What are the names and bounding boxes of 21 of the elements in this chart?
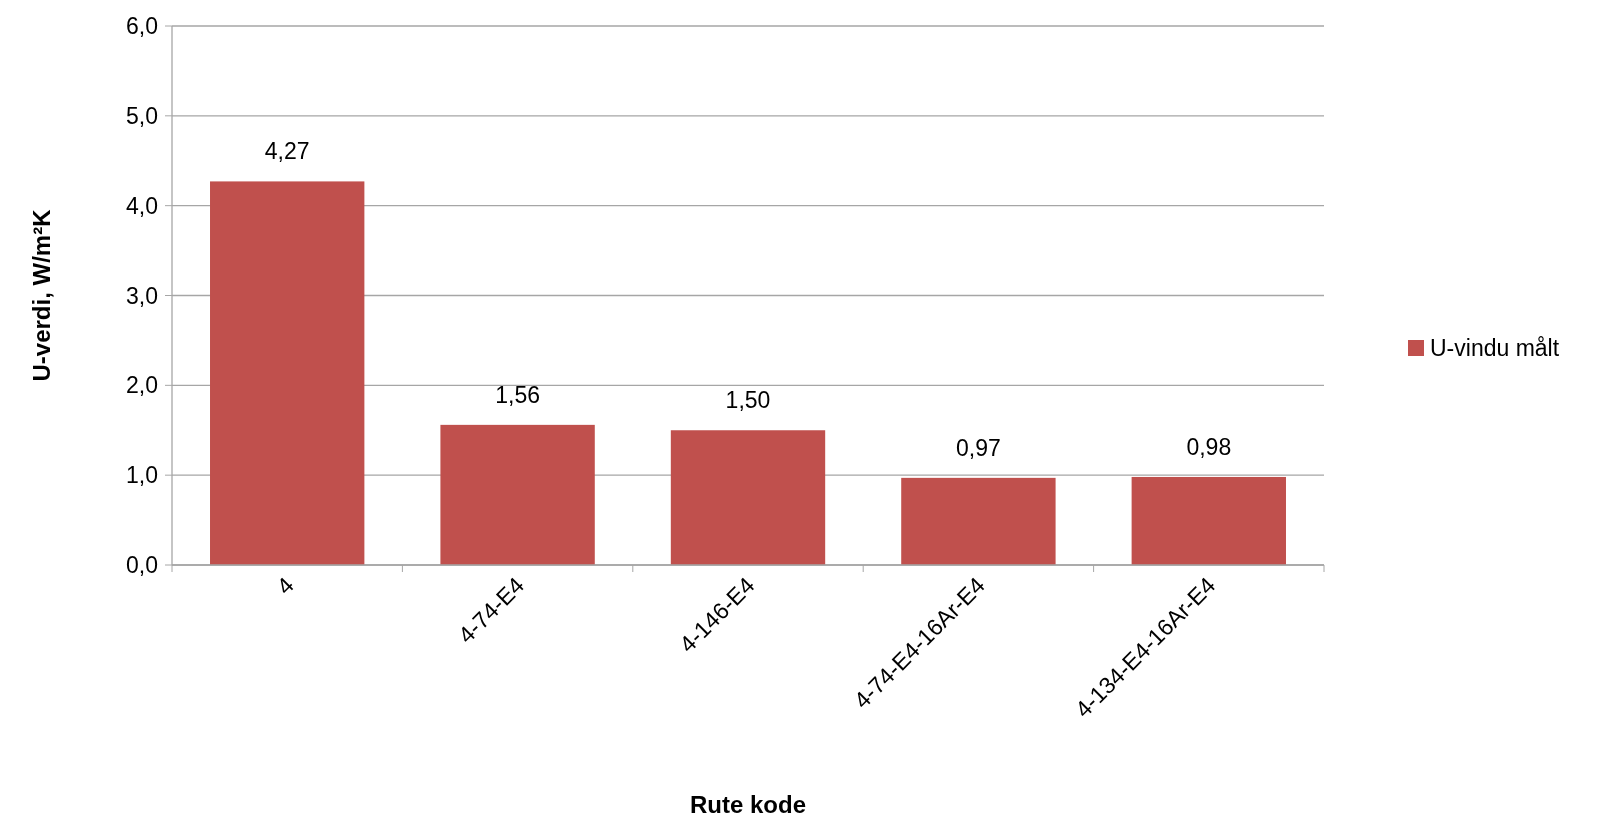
data-label: 0,97	[956, 434, 1001, 461]
y-tick-label: 4,0	[126, 192, 158, 219]
bar	[901, 477, 1056, 565]
bar	[1131, 476, 1286, 565]
x-tick-label: 4	[271, 572, 299, 600]
y-tick-label: 0,0	[126, 552, 158, 579]
bar	[670, 430, 826, 565]
bar	[440, 424, 595, 565]
y-tick-label: 1,0	[126, 462, 158, 489]
data-label: 1,50	[725, 387, 771, 414]
x-axis-title: Rute kode	[689, 791, 807, 818]
y-tick-label: 5,0	[126, 102, 158, 129]
y-axis-title: U-verdi, W/m²K	[28, 208, 55, 382]
bar	[210, 181, 365, 565]
y-tick-label: 6,0	[126, 13, 158, 40]
data-label: 4,27	[264, 138, 310, 165]
y-tick-label: 2,0	[126, 372, 158, 399]
legend-label: U-vindu målt	[1430, 335, 1560, 362]
data-label: 0,98	[1186, 433, 1232, 460]
y-tick-label: 3,0	[126, 282, 158, 309]
data-label: 1,56	[495, 381, 540, 408]
